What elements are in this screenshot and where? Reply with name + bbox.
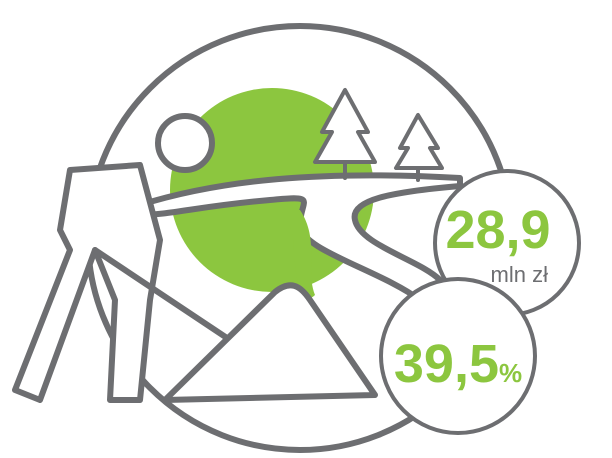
- road: [137, 172, 463, 303]
- stat-value: 28,9: [445, 200, 550, 260]
- stat-unit: mln zł: [491, 262, 549, 287]
- stat-unit: %: [499, 358, 522, 388]
- illustration: [12, 23, 515, 453]
- road-line: [280, 210, 315, 299]
- pile: [162, 282, 378, 403]
- stat-2: 39,5%: [379, 277, 537, 435]
- shovel: [92, 247, 233, 343]
- stat-value: 39,5: [394, 334, 499, 394]
- tree: [313, 88, 377, 180]
- stat-circle: [379, 277, 537, 435]
- worker: [12, 162, 163, 403]
- head: [155, 113, 215, 173]
- tree: [394, 113, 444, 182]
- stat-text: 39,5%: [394, 334, 522, 394]
- stat-1: 28,9 mln zł: [433, 169, 581, 317]
